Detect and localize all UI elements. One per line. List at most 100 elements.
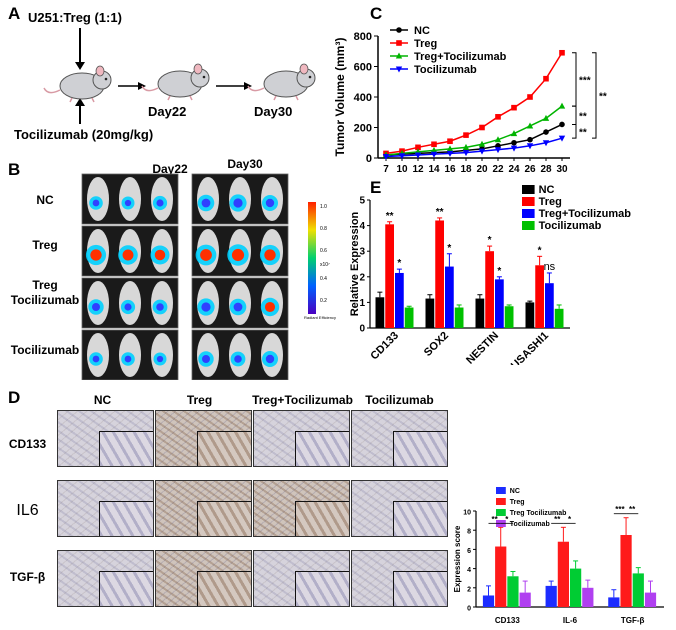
y-tick-label: 400 [354, 92, 372, 104]
b-row-label-tocilizumab: Tocilizumab [10, 343, 80, 357]
panel-label-b: B [8, 160, 21, 179]
point-treg [463, 132, 469, 138]
x-tick-label-cd133: CD133 [368, 330, 401, 363]
bar-tgf-tocilizumab [644, 592, 657, 607]
y-tick-label: 800 [354, 31, 372, 43]
y-tick-label: 4 [359, 221, 365, 232]
x-tick-label-musashi1: MUSASHI1 [502, 330, 551, 365]
significance-label: ** [579, 111, 587, 122]
bar-il-6-treg [557, 541, 569, 607]
signal-core [90, 249, 102, 261]
bar-cd133-nc [375, 297, 385, 328]
x-tick-label: 14 [428, 164, 440, 175]
x-tick-label: 28 [540, 164, 552, 175]
bar-il-6-tocilizumab [582, 587, 594, 607]
schematic-graphic [43, 28, 316, 124]
b-row-label-treg-tocilizumab: Treg Tocilizumab [10, 278, 80, 307]
legend-label-treg: Treg [539, 196, 562, 208]
b-col-header-day22: Day22 [152, 162, 188, 176]
point-tocilizumab [558, 135, 566, 142]
significance-label: * [568, 515, 572, 524]
significance-bracket [592, 52, 597, 139]
signal-core [264, 301, 276, 313]
x-tick-label: 22 [492, 164, 504, 175]
signal-core [156, 303, 164, 311]
point-nc [511, 139, 517, 146]
x-tick-label: 30 [556, 164, 568, 175]
y-tick-label: 200 [354, 123, 372, 135]
signal-core [265, 198, 275, 208]
significance-label: ns [544, 261, 556, 273]
x-tick-label: 20 [476, 164, 488, 175]
point-tocilizumab [382, 153, 390, 160]
bar-musashi1-treg-tocilizumab [545, 283, 554, 328]
point-treg-tocilizumab [526, 122, 534, 129]
point-treg-tocilizumab [542, 114, 550, 121]
colorbar-tick-3: 0.6 [320, 248, 327, 254]
series-line-nc [385, 123, 563, 156]
point-nc [559, 121, 565, 128]
bar-cd133-nc [482, 595, 495, 607]
bar-cd133-treg [495, 546, 507, 607]
bar-tgf-nc [608, 597, 620, 607]
point-tocilizumab [430, 151, 438, 158]
legend-swatch-nc [522, 185, 535, 194]
colorbar-tick-4: 0.4 [320, 276, 327, 282]
ihc-tgfb-tocilizumab [351, 550, 448, 607]
relative-expression-chart: 0 1 2 3 4 5 Relative Expression CD133 SOX2 NESTIN… [349, 184, 631, 365]
y-tick-label: 2 [359, 272, 365, 283]
x-tick-label-nestin: NESTIN [464, 330, 501, 365]
ihc-il6-treg-tocilizumab [253, 480, 350, 537]
x-tick-label: 16 [444, 164, 456, 175]
point-treg-tocilizumab [462, 143, 470, 150]
down-arrow-head [75, 62, 85, 70]
legend-label-tocilizumab: Tocilizumab [510, 521, 550, 528]
ihc-tgfb-treg-tocilizumab [253, 550, 350, 607]
bar-musashi1-nc [525, 302, 535, 328]
signal-core [265, 354, 275, 364]
colorbar-tick-2: 0.8 [320, 226, 327, 232]
x-tick-label: 18 [460, 164, 472, 175]
x-tick-label-sox2: SOX2 [422, 330, 451, 359]
y-tick-label: 8 [467, 529, 471, 536]
legend-label-nc: NC [414, 25, 430, 37]
legend-label-nc: NC [539, 184, 555, 196]
point-treg [415, 144, 421, 151]
significance-label: * [538, 245, 542, 256]
series-line-treg-tocilizumab [385, 105, 563, 156]
point-treg-tocilizumab [558, 102, 566, 109]
point-tocilizumab [414, 152, 422, 159]
bar-cd133-treg-tocilizumab [395, 272, 404, 328]
point-tocilizumab [462, 150, 470, 157]
significance-label: ** [579, 127, 587, 138]
radiance-colorbar: 1.0 0.8 0.6 x10⁷ 0.4 0.2 Radiant Efficie… [304, 202, 336, 320]
bar-tgf-treg [620, 535, 632, 607]
point-treg [479, 124, 485, 131]
x-tick-label: 24 [508, 164, 520, 175]
legend-label-treg: Treg [414, 38, 437, 50]
point-tocilizumab [510, 145, 518, 152]
signal-core [234, 355, 242, 363]
significance-label: * [397, 258, 401, 269]
point-treg [511, 104, 517, 111]
point-tocilizumab [526, 143, 534, 150]
signal-core [202, 355, 210, 363]
y-axis-label: Tumor Volume (mm³) [333, 38, 347, 157]
signal-core [201, 302, 211, 312]
significance-label: * [488, 235, 492, 246]
b-row-label-treg: Treg [32, 238, 58, 252]
x-tick-label: 7 [383, 164, 389, 175]
ihc-cd133-treg-tocilizumab [253, 410, 350, 467]
bar-musashi1-treg [535, 265, 544, 328]
significance-label: * [447, 243, 451, 254]
significance-label: ** [599, 91, 607, 102]
colorbar-tick-1: 1.0 [320, 204, 327, 210]
y-tick-label: 4 [467, 567, 471, 574]
panel-label-a: A [8, 4, 21, 23]
x-tick-label-cd133: CD133 [495, 616, 520, 625]
ivis-image-grid [81, 173, 289, 380]
bar-il-6-nc [545, 585, 557, 607]
signal-core [264, 249, 276, 261]
legend-swatch-nc [496, 487, 506, 494]
x-tick-label: 10 [396, 164, 408, 175]
